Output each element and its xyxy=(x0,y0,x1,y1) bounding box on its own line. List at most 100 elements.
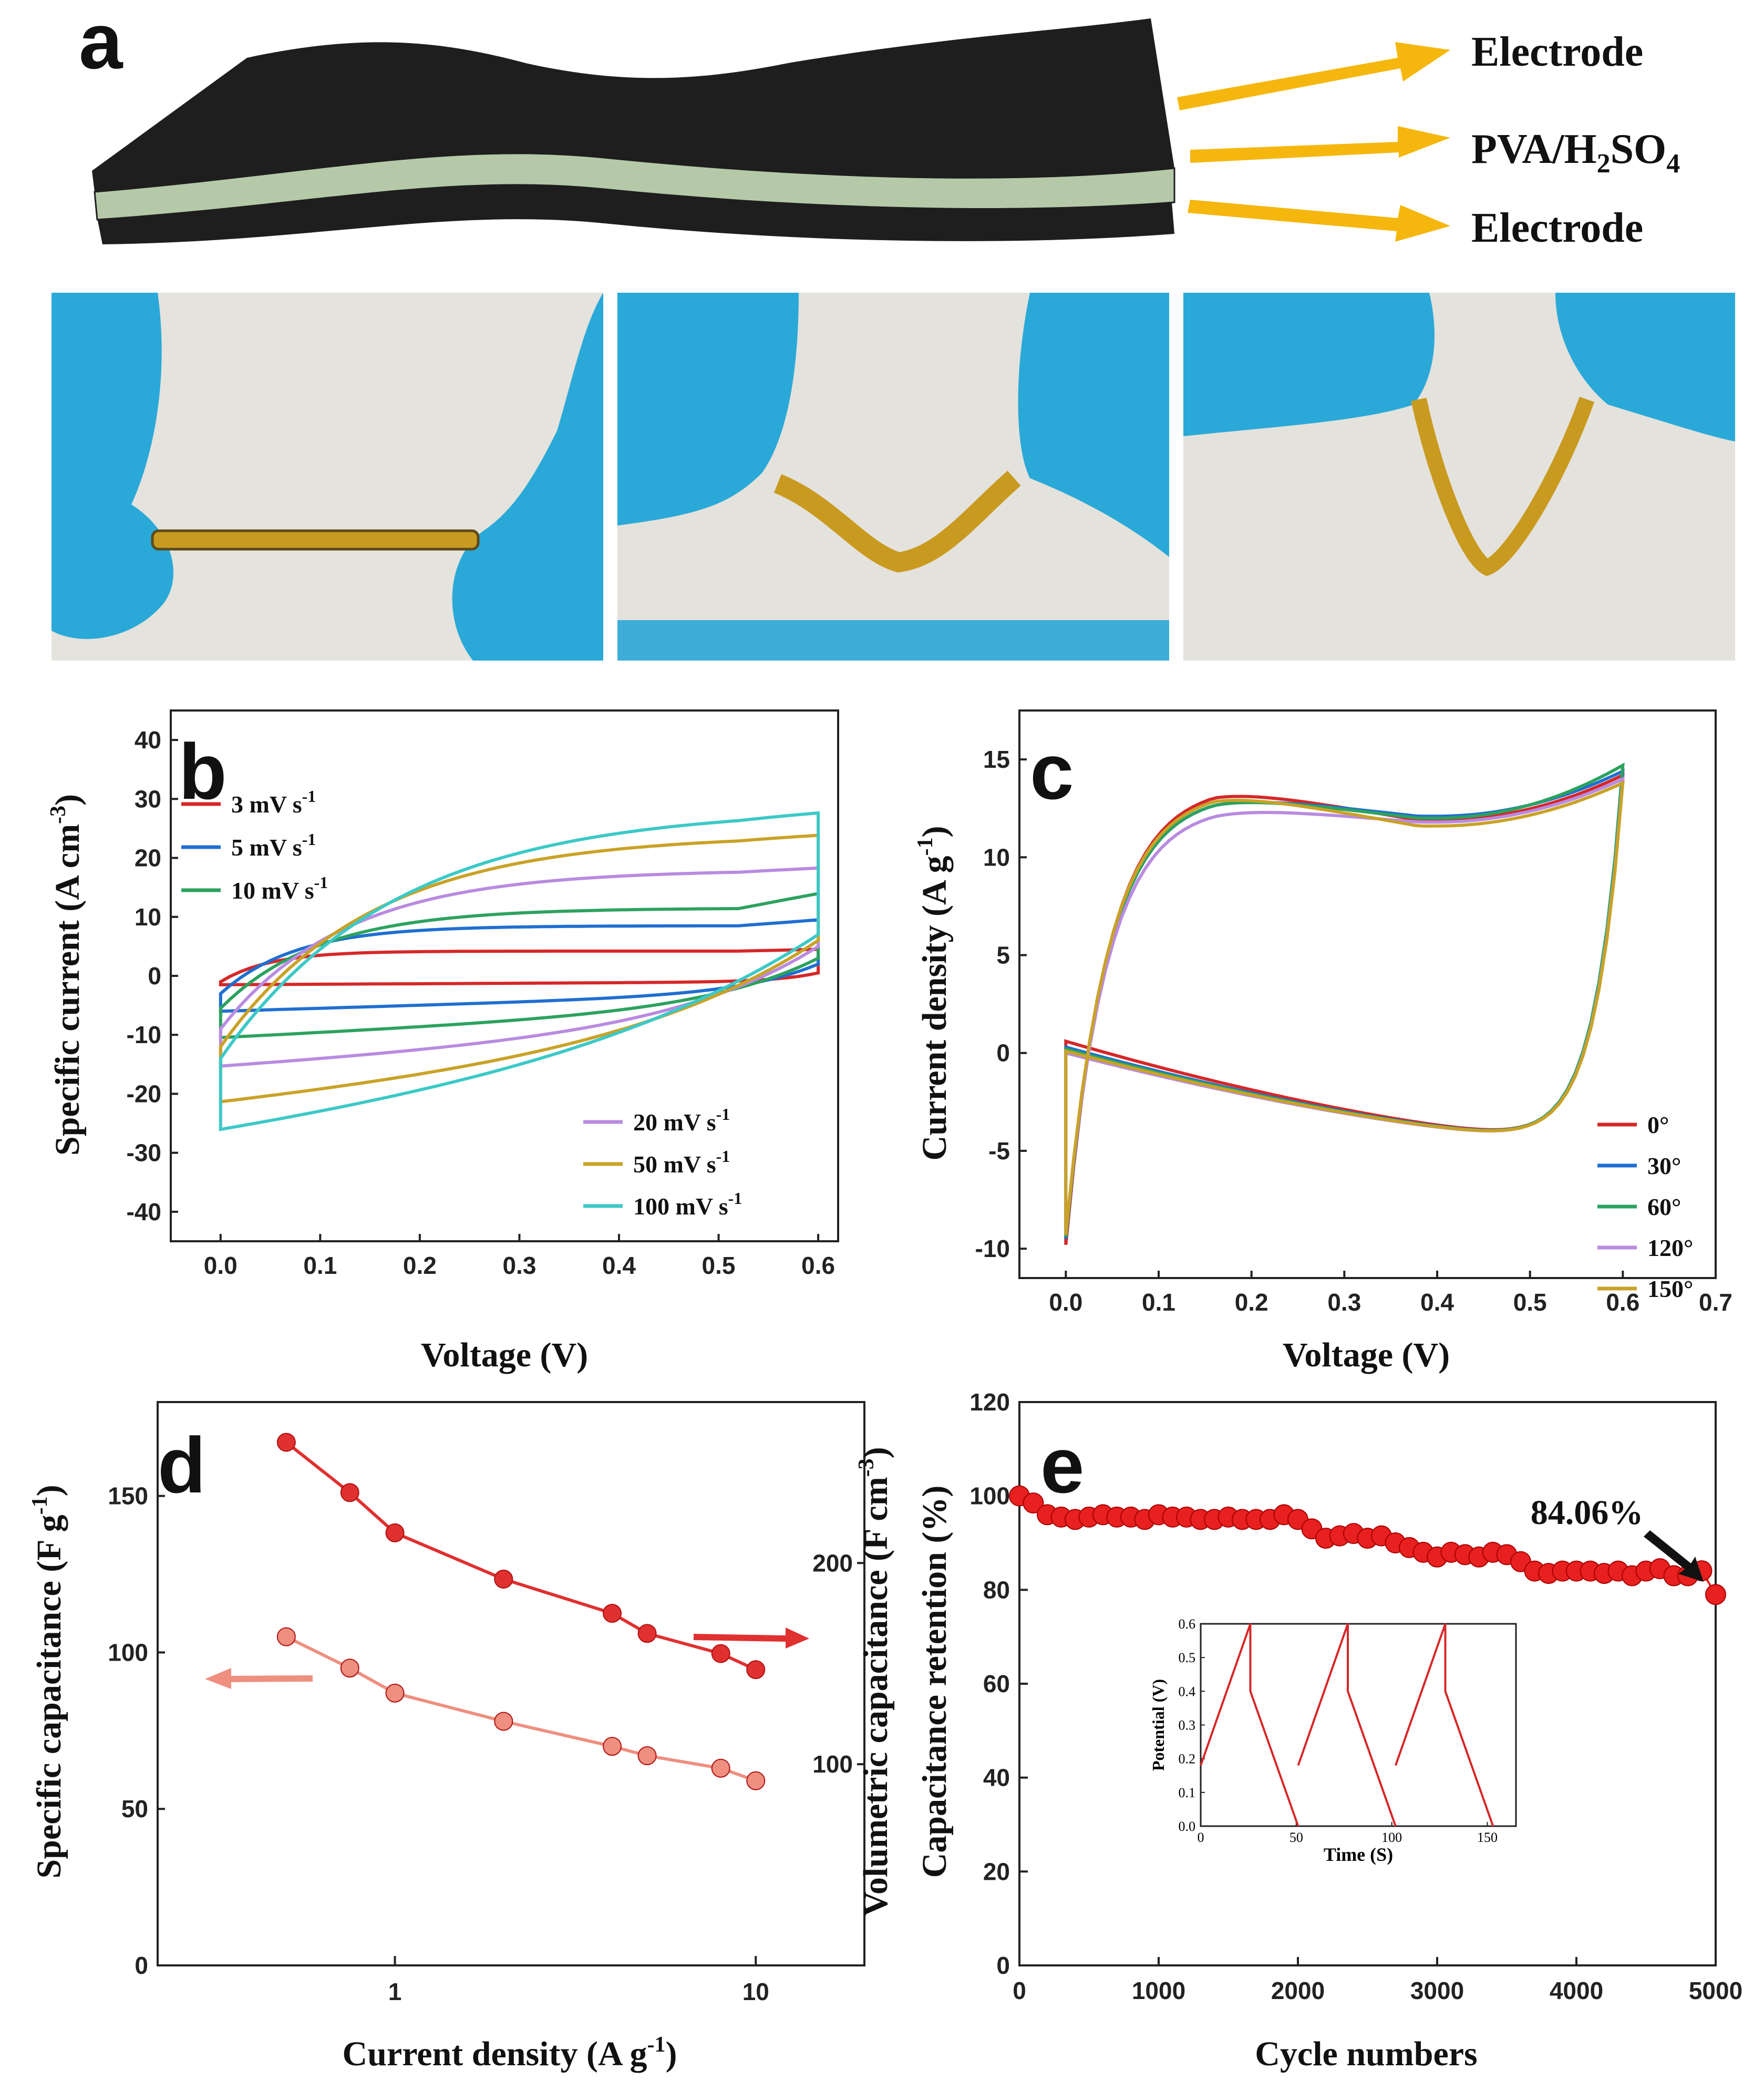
y-tick-label: 60 xyxy=(983,1670,1010,1697)
data-point xyxy=(340,1659,359,1678)
data-point xyxy=(746,1771,766,1790)
y-right-tick-label: 200 xyxy=(812,1549,853,1577)
arrow-icon xyxy=(1644,1530,1704,1582)
y-tick-label: -20 xyxy=(127,1080,161,1107)
cv-curve-10 xyxy=(219,891,820,1039)
x-axis-title: Current density (A g-1) xyxy=(343,2033,677,2073)
legend-label: 3 mV s-1 xyxy=(231,787,316,818)
electrode-top-label: Electrode xyxy=(1471,29,1643,75)
x-tick-label: 0.7 xyxy=(1699,1289,1732,1316)
inset-y-tick-label: 0.3 xyxy=(1179,1718,1196,1733)
cv-curve-20 xyxy=(219,866,820,1068)
y-tick-label: 10 xyxy=(983,843,1010,871)
y-left-tick-label: 50 xyxy=(121,1795,148,1822)
gcd-cycle xyxy=(1297,1623,1397,1827)
data-point xyxy=(603,1737,622,1756)
inset-y-tick-label: 0.5 xyxy=(1179,1650,1196,1665)
y-axis-title: Specific current (A cm-3) xyxy=(46,794,87,1156)
x-tick-label: 3000 xyxy=(1410,1977,1464,2004)
legend-label: 150° xyxy=(1647,1275,1693,1302)
x-tick-label: 0 xyxy=(1013,1977,1026,2004)
legend: 0° 30° 60° 120° 150° xyxy=(1597,1111,1693,1302)
x-tick-label: 10 xyxy=(742,1978,769,2005)
y-tick-label: -30 xyxy=(127,1139,161,1167)
panel-b-label: b xyxy=(179,727,227,816)
legend-label: 5 mV s-1 xyxy=(231,830,316,861)
x-tick-label: 0.1 xyxy=(303,1252,337,1279)
y-tick-label: -10 xyxy=(127,1021,161,1048)
y-tick-label: 40 xyxy=(983,1764,1010,1791)
cv-curve-3 xyxy=(219,947,820,986)
left-glove xyxy=(51,293,173,639)
plot-frame xyxy=(157,1401,865,1966)
legend-label: 10 mV s-1 xyxy=(231,873,328,904)
series-line-Volumetric xyxy=(285,1441,757,1671)
inset-x-tick-label: 100 xyxy=(1381,1830,1402,1845)
inset-x-axis-title: Time (S) xyxy=(1324,1844,1393,1865)
x-tick-label: 0.6 xyxy=(1606,1289,1639,1316)
y-tick-label: 15 xyxy=(983,746,1010,773)
device-strip xyxy=(1411,396,1595,576)
cv-curve-100 xyxy=(219,811,820,1131)
x-tick-label: 0.3 xyxy=(502,1252,536,1279)
cv-curves xyxy=(219,811,820,1131)
device-strip xyxy=(151,529,480,551)
inset-y-tick-label: 0.6 xyxy=(1179,1616,1196,1632)
y-axis-title: Current density (A g-1) xyxy=(913,826,954,1161)
data-series xyxy=(276,1433,766,1790)
cv-curve-30° xyxy=(1064,768,1625,1239)
left-glove xyxy=(617,293,799,526)
y-tick-label: 10 xyxy=(135,903,161,931)
y-tick-label: 80 xyxy=(983,1576,1010,1603)
data-point xyxy=(494,1712,513,1731)
electrolyte-label: PVA/H2SO4 xyxy=(1471,126,1680,179)
x-tick-label: 2000 xyxy=(1271,1977,1325,2004)
y-tick-label: 100 xyxy=(969,1482,1010,1510)
left-glove xyxy=(1183,293,1435,436)
inset-chart: 0 50 100 150 0.0 0.1 0.2 0.3 0.4 0.5 0.6 Time (S) Po… xyxy=(1149,1616,1517,1865)
data-point xyxy=(276,1627,296,1646)
inset-x-tick-label: 50 xyxy=(1290,1830,1303,1845)
y-tick-label: -10 xyxy=(975,1235,1010,1262)
x-tick-label: 4000 xyxy=(1550,1977,1603,2004)
x-tick-label: 0.4 xyxy=(602,1252,636,1279)
gcd-cycle xyxy=(1200,1623,1299,1827)
y-axis-title: Capacitance retention (%) xyxy=(915,1486,954,1878)
panel-b: b 0.0 0.1 0.2 0.3 0.4 0.5 0.6 -40 -30 -20 -10 0 10 20… xyxy=(46,709,839,1374)
panel-c: c 0.0 0.1 0.2 0.3 0.4 0.5 0.6 0.7 -10 -5 0 5 10 15 0°… xyxy=(913,709,1732,1374)
y-left-tick-label: 150 xyxy=(108,1482,148,1510)
legend-label: 50 mV s-1 xyxy=(633,1147,730,1178)
right-glove xyxy=(1018,293,1169,557)
photo-folded xyxy=(1183,293,1735,661)
axis-ticks: 0.0 0.1 0.2 0.3 0.4 0.5 0.6 -40 -30 -20 -10 0 10 20 30… xyxy=(127,726,835,1279)
cv-curves xyxy=(1064,762,1625,1245)
panel-c-label: c xyxy=(1030,727,1074,816)
x-tick-label: 0.2 xyxy=(403,1252,437,1279)
inset-y-axis-title: Potential (V) xyxy=(1149,1679,1168,1771)
panel-a-label: a xyxy=(79,0,123,85)
legend: 3 mV s-1 5 mV s-1 10 mV s-1 20 mV s-1 50 mV … xyxy=(181,787,742,1220)
panel-a: a Electrode PVA/H2SO4 Electrode xyxy=(51,0,1735,661)
data-point xyxy=(340,1483,359,1502)
y-tick-label: -40 xyxy=(127,1198,161,1225)
y-right-tick-label: 100 xyxy=(812,1750,853,1778)
cv-curve-5 xyxy=(219,918,820,1013)
data-point xyxy=(746,1660,766,1680)
y-tick-label: 30 xyxy=(135,785,161,812)
arrow-icon xyxy=(1190,126,1450,163)
legend-label: 20 mV s-1 xyxy=(633,1105,730,1136)
arrow-icon xyxy=(1188,200,1450,242)
inset-y-tick-label: 0.0 xyxy=(1179,1819,1196,1834)
y-axis-right-title: Volumetric capacitance (F cm-3) xyxy=(854,1447,895,1916)
y-tick-label: 120 xyxy=(969,1388,1010,1416)
top-electrode-layer xyxy=(92,18,1174,192)
x-tick-label: 0.2 xyxy=(1235,1289,1268,1316)
right-glove xyxy=(452,293,603,661)
x-tick-label: 0.5 xyxy=(702,1252,736,1279)
device-strip xyxy=(773,470,1021,573)
inset-y-tick-label: 0.2 xyxy=(1179,1752,1196,1767)
